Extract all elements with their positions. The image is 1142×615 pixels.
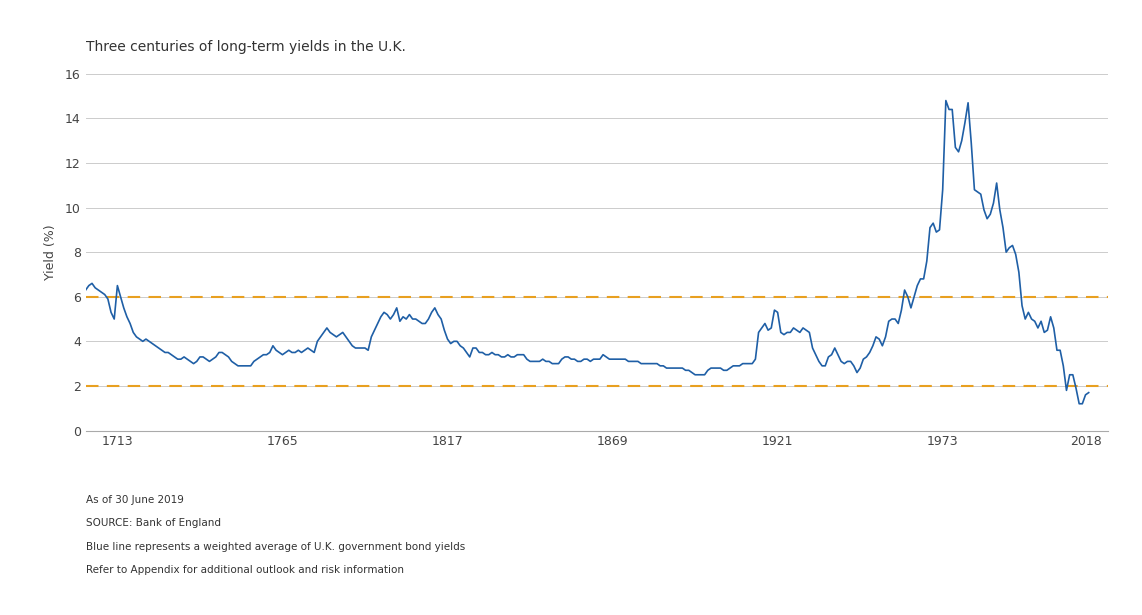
Text: As of 30 June 2019: As of 30 June 2019 xyxy=(86,495,184,505)
Text: Blue line represents a weighted average of U.K. government bond yields: Blue line represents a weighted average … xyxy=(86,542,465,552)
Text: SOURCE: Bank of England: SOURCE: Bank of England xyxy=(86,518,220,528)
Text: Refer to Appendix for additional outlook and risk information: Refer to Appendix for additional outlook… xyxy=(86,565,403,575)
Text: Three centuries of long-term yields in the U.K.: Three centuries of long-term yields in t… xyxy=(86,40,405,54)
Y-axis label: Yield (%): Yield (%) xyxy=(43,224,57,280)
